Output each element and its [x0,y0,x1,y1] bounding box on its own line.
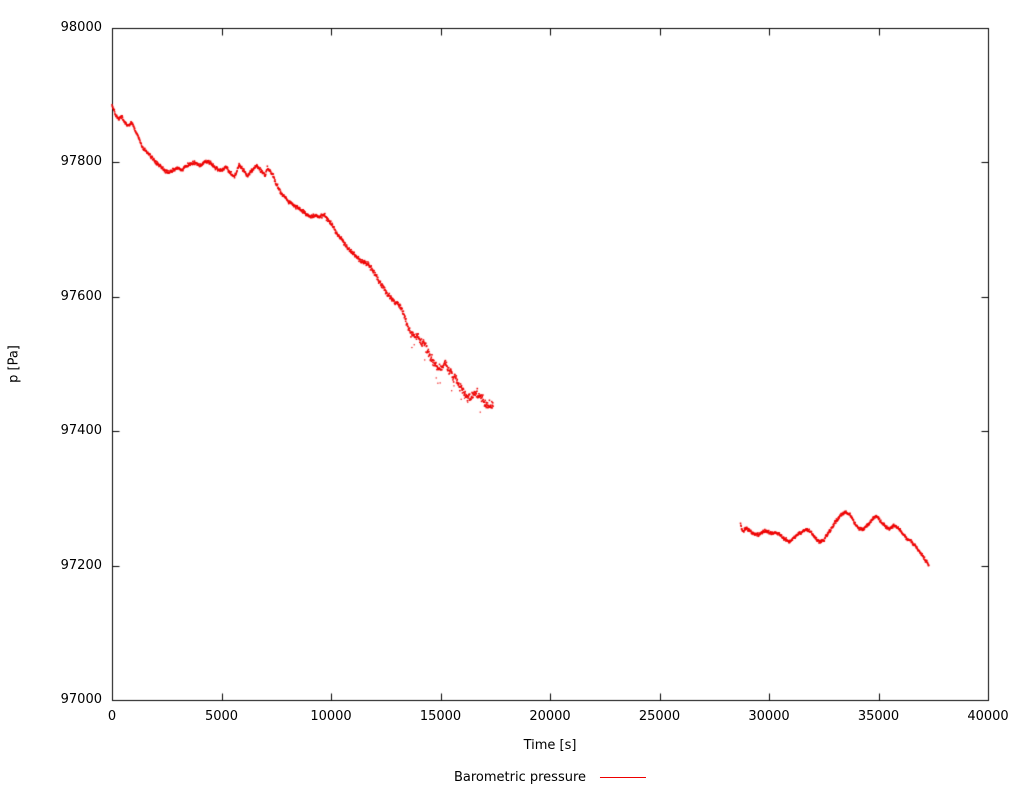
x-tick-label: 35000 [857,709,900,724]
x-tick-label: 10000 [310,709,352,724]
y-tick-label: 97800 [60,154,102,170]
x-axis-label: Time [s] [523,738,577,753]
x-tick-label: 0 [107,709,117,724]
y-tick-label: 98000 [60,20,102,35]
legend: Barometric pressure [453,770,647,785]
y-tick-label: 97600 [60,288,102,304]
y-tick-label: 97200 [60,557,102,573]
x-tick-label: 25000 [638,709,681,724]
x-tick-label: 20000 [529,709,571,724]
x-tick-label: 15000 [419,709,462,724]
y-tick-label: 97400 [60,423,102,439]
x-tick-label: 30000 [748,709,790,724]
y-tick-label: 97000 [60,692,102,707]
x-tick-label: 5000 [204,709,239,724]
legend-line-sample [600,777,647,778]
y-axis-label: p [Pa] [6,345,22,383]
legend-label: Barometric pressure [453,770,587,785]
x-tick-label: 40000 [967,709,1009,724]
